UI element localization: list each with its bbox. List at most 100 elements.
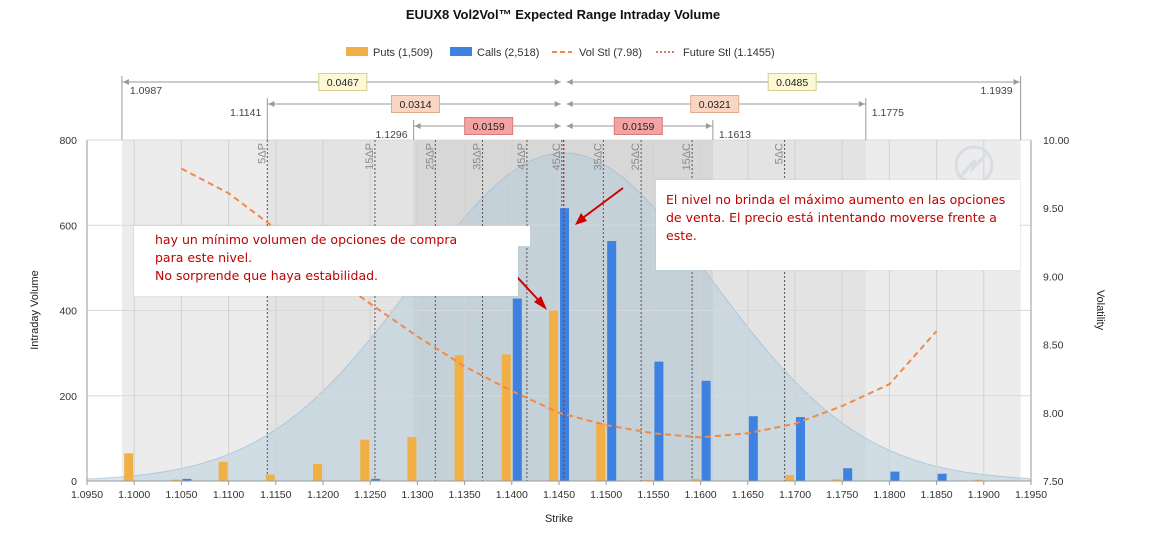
range-left-level: 1.1296: [375, 129, 407, 141]
range-arrow-center-right: [566, 123, 573, 129]
y2-tick-label: 8.00: [1043, 408, 1064, 420]
x-tick-label: 1.0950: [71, 489, 103, 501]
range-right-level: 1.1613: [719, 129, 751, 141]
range-arrow-center-right: [566, 79, 573, 85]
put-bar: [171, 479, 181, 481]
y-tick-label: 600: [59, 220, 77, 232]
legend-swatch: [346, 47, 368, 56]
call-bar: [937, 473, 947, 481]
x-tick-label: 1.1850: [921, 489, 953, 501]
put-bar: [501, 354, 511, 481]
call-bar: [560, 208, 569, 481]
range-arrow-center-left: [554, 123, 561, 129]
x-tick-label: 1.1650: [732, 489, 764, 501]
range-width-right: 0.0485: [776, 77, 808, 89]
range-width-box-right: [690, 95, 740, 113]
x-tick-label: 1.1550: [637, 489, 669, 501]
x-tick-label: 1.1050: [165, 489, 197, 501]
x-tick-label: 1.1900: [968, 489, 1000, 501]
range-left-level: 1.1141: [230, 107, 261, 119]
y-tick-label: 400: [59, 306, 77, 318]
call-bar: [890, 471, 900, 481]
call-bar: [796, 417, 805, 481]
x-tick-label: 1.1200: [307, 489, 339, 501]
expected-range-brackets: 1.0987 1.1939 0.0467 0.0485 1.1141 1.1775 0.03…: [121, 73, 1022, 141]
range-arrow-left: [414, 123, 421, 129]
annotation-box-tab: [470, 226, 530, 246]
delta-label: 35ΔP: [472, 143, 484, 170]
x-tick-label: 1.1950: [1015, 489, 1047, 501]
put-bar: [454, 355, 464, 481]
call-bar: [748, 416, 758, 481]
range-arrow-center-right: [566, 101, 573, 107]
range-width-box-left: [391, 95, 441, 113]
y2-tick-label: 7.50: [1043, 476, 1064, 488]
delta-label: 5ΔC: [774, 143, 786, 164]
y2-tick-label: 10.00: [1043, 135, 1069, 147]
put-bar: [785, 475, 794, 481]
volume-bars: [124, 208, 983, 481]
annotation-box-right: El nivel no brinda el máximo aumento en …: [656, 180, 1020, 270]
delta-label: 45ΔP: [516, 143, 528, 170]
range-width-box-left: [318, 73, 368, 91]
legend-label: Calls (2,518): [477, 47, 539, 59]
legend-label: Puts (1,509): [373, 47, 433, 59]
gridlines: [86, 139, 1032, 482]
legend: Puts (1,509) Calls (2,518) Vol Stl (7.98) F…: [346, 47, 775, 59]
delta-label: 5ΔP: [256, 143, 268, 164]
x-tick-label: 1.1800: [873, 489, 905, 501]
range-arrow-center-left: [554, 79, 561, 85]
delta-label: 35ΔC: [592, 143, 604, 171]
range-width-box-right: [613, 117, 663, 135]
legend-swatch: [450, 47, 472, 56]
range-arrow-left: [122, 79, 129, 85]
delta-label: 25ΔC: [630, 143, 642, 171]
range-left-level: 1.0987: [130, 85, 162, 97]
call-bar: [701, 380, 711, 481]
call-bar: [182, 478, 192, 481]
put-bar: [313, 463, 322, 481]
chart-title: EUUX8 Vol2Vol™ Expected Range Intraday V…: [406, 7, 720, 22]
x-tick-label: 1.1250: [354, 489, 386, 501]
delta-label: 15ΔC: [681, 143, 693, 171]
x-tick-label: 1.1700: [779, 489, 811, 501]
delta-label: 25ΔP: [424, 143, 436, 170]
range-arrow-right: [858, 101, 865, 107]
y-tick-label: 800: [59, 135, 77, 147]
x-tick-label: 1.1600: [685, 489, 717, 501]
y2-tick-label: 9.50: [1043, 203, 1064, 215]
y2-axis-title: Volatility: [1094, 290, 1106, 331]
legend-label: Vol Stl (7.98): [579, 47, 642, 59]
call-bar: [654, 361, 664, 481]
y-axis-title: Intraday Volume: [29, 270, 41, 350]
range-width-left: 0.0159: [473, 121, 505, 133]
x-tick-label: 1.1500: [590, 489, 622, 501]
range-arrow-right: [1013, 79, 1020, 85]
put-bar: [643, 479, 653, 481]
x-tick-label: 1.1150: [260, 489, 291, 501]
range-width-box-right: [767, 73, 817, 91]
annotation-left-line-1: hay un mínimo volumen de opciones de com…: [155, 232, 458, 247]
annotation-left-line-2: para este nivel.: [155, 250, 253, 265]
x-tick-label: 1.1750: [826, 489, 858, 501]
y-tick-label: 200: [59, 391, 77, 403]
y-tick-label: 0: [71, 476, 77, 488]
put-bar: [265, 474, 275, 481]
range-arrow-left: [268, 101, 275, 107]
legend-label: Future Stl (1.1455): [683, 47, 775, 59]
x-axis-title: Strike: [545, 513, 573, 525]
x-tick-label: 1.1450: [543, 489, 575, 501]
annotation-right-text: El nivel no brinda el máximo aumento en …: [666, 192, 1006, 243]
call-bar: [843, 468, 853, 481]
put-bar: [124, 453, 134, 481]
axes: 0 200 400 600 800 7.50 8.00 8.50 9.00 9.50 10.00 1.…: [59, 135, 1069, 501]
range-width-left: 0.0314: [399, 99, 431, 111]
put-bar: [218, 461, 228, 481]
x-tick-label: 1.1100: [213, 489, 244, 501]
annotation-box-left: hay un mínimo volumen de opciones de com…: [134, 226, 518, 296]
delta-label: 45ΔC: [551, 143, 563, 171]
put-bar: [973, 479, 983, 481]
x-tick-label: 1.1000: [118, 489, 150, 501]
y2-tick-label: 8.50: [1043, 340, 1064, 352]
range-width-box-left: [464, 117, 514, 135]
